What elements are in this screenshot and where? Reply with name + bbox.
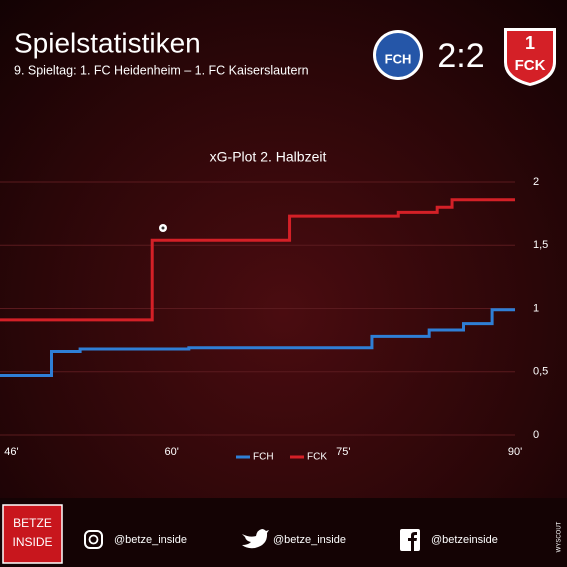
- y-tick-label: 0: [533, 429, 539, 441]
- x-tick-label: 60': [164, 446, 178, 458]
- y-tick-label: 1,5: [533, 239, 548, 251]
- legend-label: FCK: [307, 452, 327, 463]
- source: WYSCOUT: [557, 521, 563, 552]
- away-logo-number: 1: [525, 33, 535, 53]
- facebook-f: [408, 532, 417, 551]
- y-tick-label: 2: [533, 176, 539, 188]
- x-tick-label: 75': [336, 446, 350, 458]
- subtitle: 9. Spieltag: 1. FC Heidenheim – 1. FC Ka…: [14, 63, 309, 77]
- away-logo: [507, 31, 553, 83]
- x-tick-label: 90': [508, 446, 522, 458]
- title: Spielstatistiken: [14, 27, 201, 58]
- score: 2:2: [437, 37, 484, 75]
- home-logo: [376, 33, 420, 77]
- twitter-icon: [242, 529, 269, 549]
- home-logo-text: FCH: [385, 51, 412, 66]
- instagram-icon-lens: [88, 534, 99, 545]
- instagram-icon: [84, 530, 103, 549]
- x-tick-label: 46': [4, 446, 18, 458]
- xg-line: [0, 308, 515, 378]
- footer-band: [0, 498, 567, 567]
- brand-box: [2, 504, 63, 564]
- goal-icon-dot: [161, 226, 165, 230]
- chart-title: xG-Plot 2. Halbzeit: [210, 149, 327, 165]
- plot: 0 0,5 1 1,5 2 46' 60' 75' 90' FCH FCK: [0, 176, 548, 463]
- instagram-handle: @betze_inside: [114, 534, 187, 546]
- xg-line: [0, 198, 515, 322]
- legend-label: FCH: [253, 452, 274, 463]
- y-tick-label: 1: [533, 302, 539, 314]
- facebook-handle: @betzeinside: [431, 534, 498, 546]
- y-tick-label: 0,5: [533, 366, 548, 378]
- brand-line: INSIDE: [12, 535, 52, 549]
- away-logo-text: FCK: [515, 57, 546, 74]
- brand-line: BETZE: [13, 516, 52, 530]
- twitter-handle: @betze_inside: [273, 534, 346, 546]
